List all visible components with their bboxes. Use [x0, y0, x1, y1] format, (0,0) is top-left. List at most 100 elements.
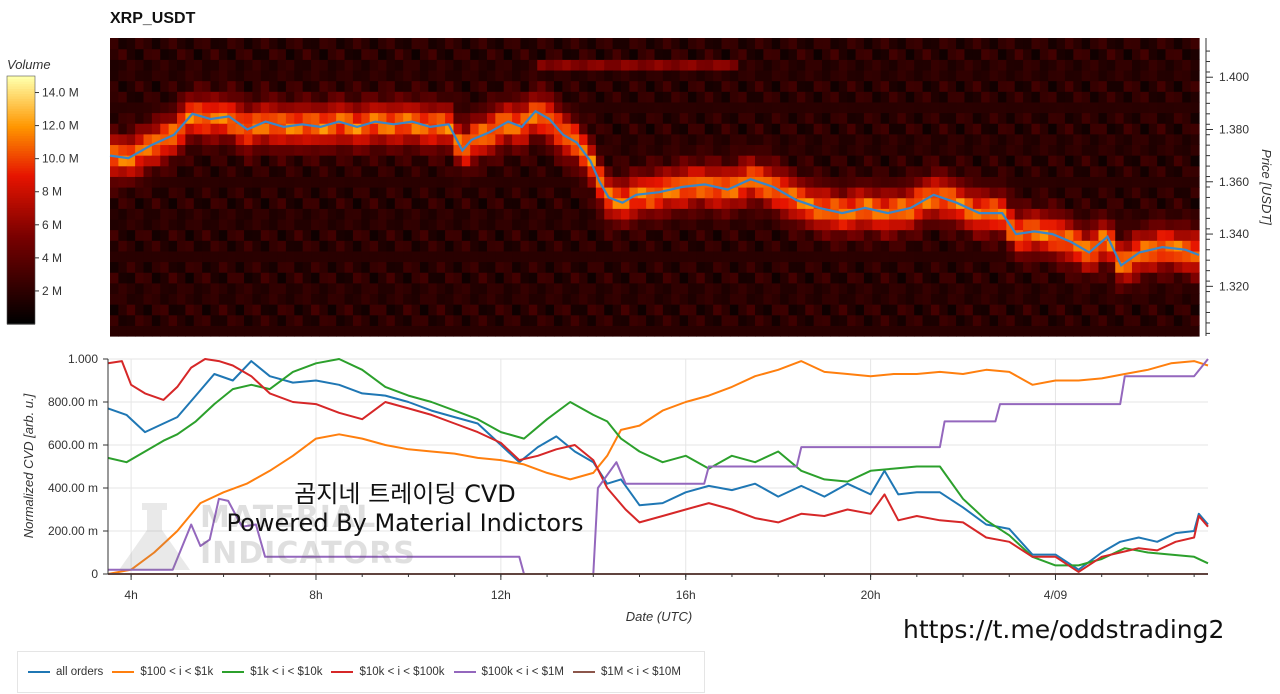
heatmap-cell [1081, 38, 1091, 50]
heatmap-cell [570, 165, 580, 177]
heatmap-cell [629, 144, 639, 156]
heatmap-cell [629, 38, 639, 50]
cvd-x-tick-label: 4/09 [1044, 588, 1068, 602]
heatmap-cell [277, 112, 287, 124]
heatmap-cell [168, 272, 178, 284]
heatmap-cell [344, 314, 354, 326]
colorbar-segment [7, 142, 35, 147]
heatmap-cell [755, 282, 764, 295]
heatmap-cell [1165, 80, 1175, 92]
heatmap-cell [1056, 123, 1066, 135]
heatmap-cell [964, 261, 974, 273]
heatmap-cell [939, 282, 949, 295]
legend-item[interactable]: $100 < i < $1k [112, 666, 213, 678]
heatmap-cell [1039, 282, 1049, 295]
heatmap-cell [327, 123, 337, 135]
heatmap-cell [118, 250, 128, 263]
legend-item[interactable]: all orders [28, 666, 103, 678]
heatmap-cell [587, 187, 597, 199]
heatmap-cell [1140, 197, 1150, 209]
heatmap-cell [905, 80, 915, 92]
legend-item[interactable]: $100k < i < $1M [453, 666, 564, 678]
heatmap-cell [403, 208, 413, 220]
heatmap-cell [771, 229, 781, 241]
heatmap-cell [914, 304, 924, 316]
heatmap-cell [1056, 112, 1066, 124]
heatmap-cell [369, 144, 379, 156]
legend-item[interactable]: $10k < i < $100k [331, 666, 445, 678]
heatmap-cell [1006, 240, 1016, 252]
heatmap-cell [872, 91, 882, 103]
heatmap-cell [822, 250, 832, 263]
colorbar-tick-label: 6 M [42, 218, 62, 232]
heatmap-cell [528, 101, 538, 114]
heatmap-cell [428, 240, 438, 252]
heatmap-cell [1090, 133, 1100, 146]
heatmap-cell [445, 80, 455, 92]
heatmap-cell [537, 48, 547, 60]
heatmap-cell [956, 48, 966, 60]
heatmap-cell [855, 48, 865, 60]
heatmap-cell [386, 325, 396, 337]
heatmap-cell [713, 176, 723, 188]
heatmap-cell [352, 250, 362, 263]
heatmap-cell [227, 272, 237, 284]
heatmap-cell [579, 69, 589, 82]
heatmap-cell [595, 101, 605, 114]
heatmap-cell [855, 165, 865, 177]
heatmap-cell [863, 123, 873, 135]
heatmap-cell [713, 133, 723, 146]
heatmap-cell [327, 144, 337, 156]
heatmap-cell [294, 80, 304, 92]
heatmap-cell [244, 197, 254, 209]
heatmap-cell [478, 325, 488, 337]
heatmap-cell [755, 133, 764, 146]
heatmap-cell [612, 272, 622, 284]
legend-item[interactable]: $1M < i < $10M [573, 666, 681, 678]
heatmap-cell [562, 144, 572, 156]
heatmap-cell [662, 229, 672, 241]
heatmap-cell [855, 282, 865, 295]
heatmap-cell [160, 48, 170, 60]
heatmap-cell [939, 133, 949, 146]
heatmap-cell [688, 293, 697, 305]
heatmap-cell [671, 176, 681, 188]
heatmap-cell [386, 69, 396, 82]
legend-item[interactable]: $1k < i < $10k [222, 666, 322, 678]
heatmap-cell [260, 112, 270, 124]
heatmap-cell [1048, 282, 1058, 295]
heatmap-cell [1157, 272, 1167, 284]
heatmap-cell [947, 155, 957, 167]
heatmap-cell [972, 80, 982, 92]
colorbar-tick-label: 10.0 M [42, 152, 79, 166]
heatmap-cell [889, 218, 899, 231]
heatmap-cell [110, 282, 119, 295]
heatmap-cell [244, 133, 254, 146]
heatmap-cell [1140, 123, 1150, 135]
colorbar-segment [7, 170, 35, 174]
heatmap-cell [1039, 218, 1049, 231]
heatmap-cell [662, 197, 672, 209]
heatmap-cell [922, 218, 932, 231]
heatmap-cell [922, 59, 932, 71]
heatmap-cell [344, 293, 354, 305]
heatmap-cell [445, 187, 455, 199]
heatmap-cell [939, 48, 949, 60]
heatmap-cell [1073, 197, 1083, 209]
heatmap-cell [394, 250, 404, 263]
heatmap-cell [637, 69, 647, 82]
heatmap-cell [110, 69, 119, 82]
heatmap-cell [939, 165, 949, 177]
heatmap-cell [679, 91, 689, 103]
telegram-link[interactable]: https://t.me/oddstrading2 [903, 615, 1225, 644]
heatmap-cell [193, 59, 203, 71]
heatmap-cell [847, 229, 857, 241]
heatmap-cell [704, 250, 714, 263]
heatmap-cell [327, 314, 337, 326]
heatmap-cell [570, 69, 580, 82]
heatmap-cell [160, 314, 170, 326]
heatmap-cell [956, 261, 966, 273]
heatmap-cell [713, 144, 723, 156]
